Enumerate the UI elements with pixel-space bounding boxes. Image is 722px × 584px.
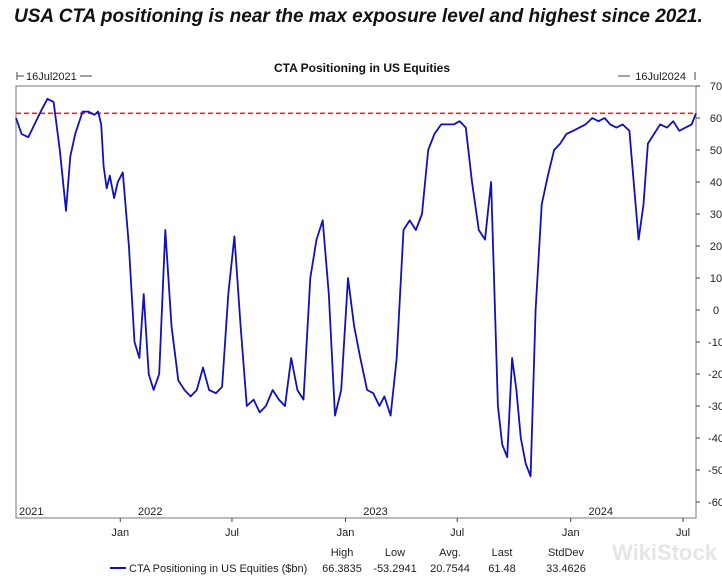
watermark: WikiStock (612, 540, 718, 565)
series-group (15, 97, 697, 478)
y-tick-label: 10 (710, 273, 722, 285)
stat-header: Avg. (439, 547, 461, 559)
x-month-label: Jul (450, 527, 464, 539)
stat-header: High (331, 547, 354, 559)
plot-frame (15, 85, 697, 519)
y-tick-label: 60 (710, 113, 722, 125)
y-tick-label: -60 (708, 497, 722, 509)
y-tick-label: -10 (708, 337, 722, 349)
stat-value: 66.3835 (322, 563, 362, 575)
y-tick-label: 30 (710, 209, 722, 221)
series-line-cta-positioning (15, 97, 697, 478)
y-tick-label: 40 (710, 177, 722, 189)
y-tick-label: -30 (708, 401, 722, 413)
stat-header: Last (492, 547, 513, 559)
x-year-label: 2021 (19, 506, 43, 518)
x-year-label: 2024 (589, 506, 613, 518)
y-axis: 70 60 50 40 30 20 10 0 -10 -20 -30 -40 -50 -60 (696, 81, 722, 509)
stat-header: StdDev (548, 547, 585, 559)
end-date-marker: 16Jul2024 (635, 71, 686, 83)
headline: USA CTA positioning is near the max expo… (14, 6, 703, 27)
chart-title: CTA Positioning in US Equities (274, 61, 450, 75)
x-month-label: Jan (562, 527, 580, 539)
stat-value: 20.7544 (430, 563, 470, 575)
x-month-label: Jul (225, 527, 239, 539)
y-tick-label: -40 (708, 433, 722, 445)
x-month-label: Jan (111, 527, 129, 539)
y-tick-label: -50 (708, 465, 722, 477)
x-axis: Jan Jul Jan Jul Jan Jul 2021 2022 2023 2024 (19, 506, 690, 539)
y-tick-label: 20 (710, 241, 722, 253)
legend: CTA Positioning in US Equities ($bn) High… (110, 547, 586, 575)
y-tick-label: -20 (708, 369, 722, 381)
y-tick-label: 50 (710, 145, 722, 157)
y-tick-label: 0 (713, 305, 719, 317)
x-year-label: 2022 (138, 506, 162, 518)
stat-value: 33.4626 (546, 563, 586, 575)
x-year-label: 2023 (363, 506, 387, 518)
x-month-label: Jan (337, 527, 355, 539)
x-month-label: Jul (676, 527, 690, 539)
stat-header: Low (385, 547, 405, 559)
stat-value: -53.2941 (373, 563, 416, 575)
y-tick-label: 70 (710, 81, 722, 93)
start-date-marker: 16Jul2021 (26, 71, 77, 83)
stat-value: 61.48 (488, 563, 516, 575)
legend-series-name: CTA Positioning in US Equities ($bn) (129, 563, 307, 575)
